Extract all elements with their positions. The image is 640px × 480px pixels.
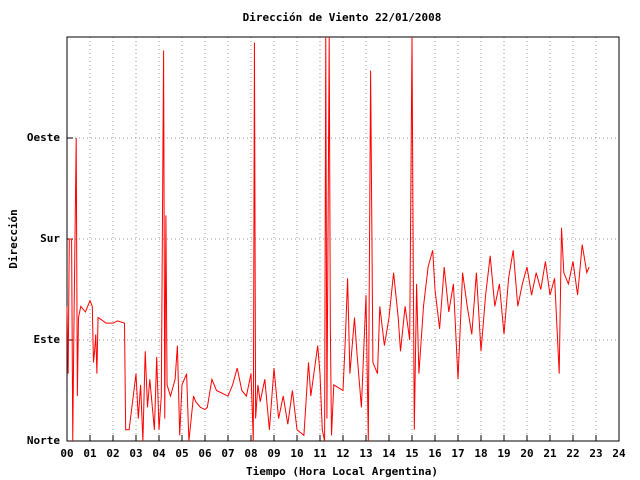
y-axis-label: Dirección (7, 209, 20, 269)
x-tick-label: 20 (520, 447, 533, 460)
plot-frame (66, 36, 620, 442)
x-tick-label: 14 (382, 447, 396, 460)
x-tick-label: 24 (612, 447, 626, 460)
x-tick-label: 16 (428, 447, 442, 460)
x-tick-label: 06 (198, 447, 212, 460)
x-tick-label: 21 (543, 447, 557, 460)
x-tick-label: 07 (221, 447, 234, 460)
x-tick-label: 17 (451, 447, 464, 460)
y-tick-label: Oeste (27, 131, 60, 144)
x-axis-label: Tiempo (Hora Local Argentina) (246, 465, 438, 478)
x-tick-label: 19 (497, 447, 510, 460)
x-tick-label: 01 (83, 447, 97, 460)
x-tick-label: 18 (474, 447, 487, 460)
x-tick-label: 22 (566, 447, 579, 460)
x-tick-label: 09 (267, 447, 280, 460)
x-tick-label: 03 (129, 447, 142, 460)
chart-title: Dirección de Viento 22/01/2008 (243, 11, 442, 24)
x-tick-label: 02 (106, 447, 119, 460)
y-tick-label: Norte (27, 434, 60, 447)
data-line (66, 36, 590, 442)
x-tick-label: 15 (405, 447, 418, 460)
x-tick-label: 04 (152, 447, 166, 460)
y-tick-label: Este (34, 333, 61, 346)
x-tick-label: 23 (589, 447, 602, 460)
x-tick-label: 10 (290, 447, 303, 460)
x-tick-label: 11 (313, 447, 327, 460)
x-tick-label: 12 (336, 447, 349, 460)
x-tick-label: 05 (175, 447, 188, 460)
x-tick-label: 13 (359, 447, 372, 460)
x-tick-label: 08 (244, 447, 257, 460)
y-tick-label: Sur (40, 232, 60, 245)
x-tick-label: 00 (60, 447, 73, 460)
